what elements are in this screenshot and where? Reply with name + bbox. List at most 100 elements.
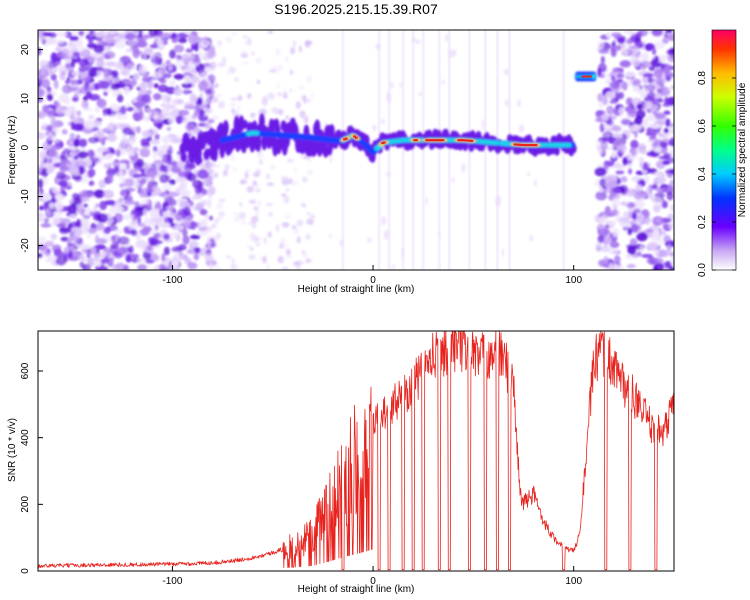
snr-frame [37, 330, 675, 572]
spectrogram-cell [88, 55, 96, 63]
spectrogram-cell [69, 78, 78, 87]
spectrogram-cell [246, 244, 252, 249]
snr-panel: -100 0 100 0 200 400 600 Height of straight li… [7, 330, 675, 595]
spectrogram-cell [660, 230, 667, 236]
spectrogram-cell [251, 220, 257, 227]
spectrogram-cell [61, 129, 68, 135]
spectrogram-cell [105, 247, 110, 254]
spectrogram-cell [122, 66, 131, 77]
spectrogram-cell [611, 40, 616, 48]
spectrogram-cell [93, 44, 105, 54]
spectrogram-cell [229, 102, 237, 108]
spectrogram-cell [249, 246, 254, 251]
spectrogram-cell [69, 213, 77, 219]
spectrogram-cell [669, 179, 674, 186]
spectrogram-cell [207, 119, 215, 124]
spectrogram-cell [295, 265, 302, 270]
spectrogram-cell [206, 49, 217, 59]
spectrogram-cell [38, 191, 42, 200]
spectrogram-cell [138, 30, 143, 39]
spectrogram-cell [267, 231, 272, 238]
spectrogram-cell [154, 55, 160, 65]
spectrogram-cell [203, 121, 212, 129]
spectrogram-cell [224, 164, 230, 171]
spectrogram-cell [611, 125, 622, 132]
spectrogram-cell [189, 234, 201, 240]
spectrogram-cell [186, 172, 197, 182]
spectrogram-streak [411, 30, 415, 270]
spectrogram-cell [129, 253, 140, 259]
spectrogram-cell [268, 211, 273, 217]
spectrogram-cell [298, 45, 302, 53]
spectrogram-cell [112, 122, 124, 128]
ridge-cell [493, 140, 500, 146]
ridge-peak [413, 139, 417, 142]
spectrogram-cell [633, 208, 641, 214]
spectrogram-cell [289, 88, 293, 92]
spectrogram-cell [38, 110, 47, 118]
spectrogram-cell [653, 265, 658, 270]
spectrogram-cell [116, 60, 124, 70]
spectrogram-cell [301, 176, 308, 183]
spectrogram-cell [215, 82, 219, 88]
spectrogram-cell [126, 195, 133, 202]
spectrogram-cell [647, 138, 655, 145]
spectrogram-cell [53, 138, 60, 144]
spectrogram-cell [73, 138, 80, 148]
spectrogram-cell [71, 30, 78, 38]
spectrogram-cell [177, 171, 186, 178]
spectrogram-cell [145, 259, 155, 264]
spectrogram-cell [625, 254, 634, 259]
spectrogram-cell [280, 237, 286, 246]
ridge-cell [180, 152, 187, 162]
spectrogram-cell [275, 224, 280, 232]
spectrogram-cell [652, 257, 664, 265]
ridge-peak [520, 143, 524, 146]
spectrogram-cell [533, 179, 537, 187]
spectrogram-cell [183, 206, 191, 216]
spectrogram-cell [663, 31, 669, 39]
spectrogram-cell [611, 197, 620, 208]
spectrogram-cell [60, 159, 71, 164]
spectrogram-cell [650, 246, 658, 252]
spectrogram-cell [414, 39, 421, 44]
spectrogram-cell [43, 201, 48, 211]
spectrogram-cell [627, 47, 639, 56]
spectrogram-cell [206, 165, 210, 174]
spectrogram-streak [401, 30, 405, 270]
spectrogram-cell [216, 202, 223, 210]
ridge-peak [470, 139, 474, 142]
spectrogram-cell [163, 72, 172, 79]
spectrogram-cell [181, 89, 193, 95]
spectrogram-cell [81, 220, 88, 231]
spectrogram-cell [38, 236, 47, 245]
spectrogram-cell [142, 208, 148, 218]
spectrogram-cell [503, 68, 510, 76]
spectrogram-cell [116, 94, 124, 103]
spectrogram-ytick-label: 20 [20, 44, 31, 56]
spectrogram-cell [662, 223, 668, 230]
spectrogram-cell [162, 210, 175, 218]
spectrogram-cell [228, 66, 236, 74]
spectrogram-cell [296, 219, 304, 227]
spectrogram-cell [43, 217, 49, 224]
colorbar-tick-label: 0.0 [697, 263, 708, 277]
spectrogram-cell [217, 100, 226, 109]
ridge-cell [222, 120, 229, 136]
spectrogram-cell [94, 106, 101, 113]
ridge-cell [565, 142, 572, 148]
spectrogram-cell [197, 97, 203, 106]
spectrogram-cell [367, 237, 372, 243]
spectrogram-cell [68, 250, 74, 259]
spectrogram-cell [247, 37, 252, 46]
spectrogram-streak [437, 30, 441, 270]
ridge-peak [428, 139, 432, 142]
spectrogram-cell [38, 47, 42, 56]
spectrogram-cell [67, 86, 78, 92]
spectrogram-cell [612, 45, 622, 52]
spectrogram-cell [88, 114, 95, 120]
spectrogram-cell [254, 237, 263, 241]
spectrogram-cell [667, 96, 674, 106]
colorbar-tick-label: 0.6 [697, 119, 708, 133]
spectrogram-cell [157, 121, 163, 130]
